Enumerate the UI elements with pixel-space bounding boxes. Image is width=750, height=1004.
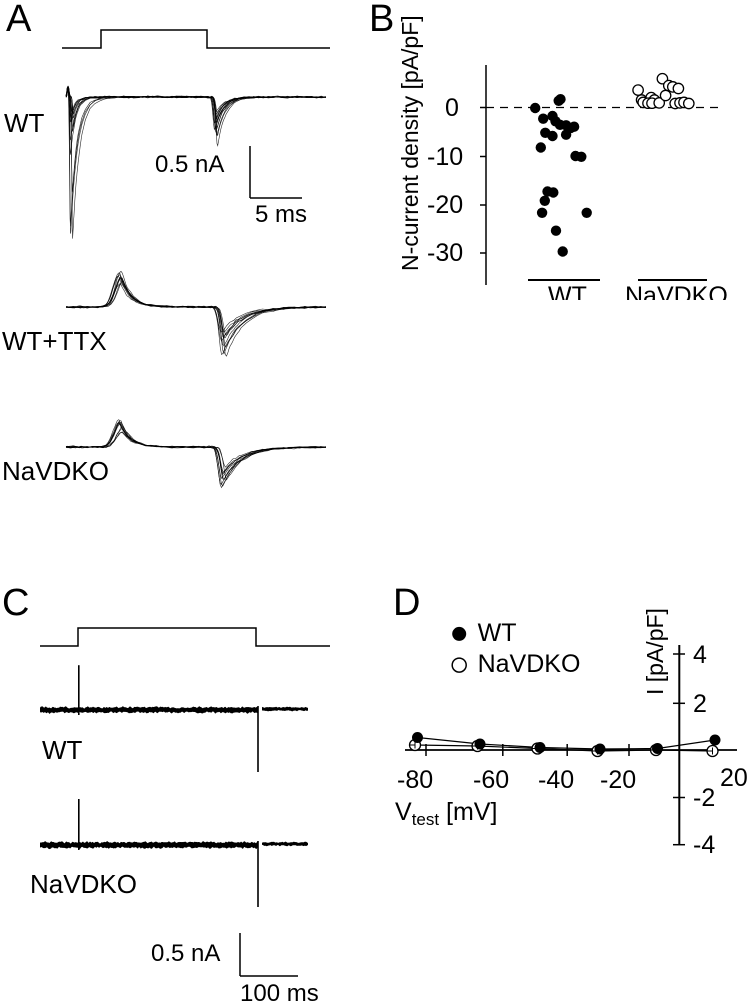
svg-text:5 ms: 5 ms [255, 201, 307, 228]
svg-text:I [pA/pF]: I [pA/pF] [642, 608, 668, 695]
svg-text:WT: WT [548, 282, 587, 300]
svg-text:0.5 nA: 0.5 nA [151, 940, 220, 967]
svg-text:0: 0 [445, 94, 459, 122]
svg-text:-20: -20 [600, 766, 636, 794]
svg-text:NaVDKO: NaVDKO [478, 650, 581, 678]
svg-text:NaVDKO: NaVDKO [30, 869, 137, 899]
svg-text:-30: -30 [427, 239, 463, 267]
svg-text:-40: -40 [538, 766, 574, 794]
svg-text:N-current density [pA/pF]: N-current density [pA/pF] [397, 15, 423, 271]
svg-text:WT: WT [4, 108, 45, 138]
svg-text:WT+TTX: WT+TTX [2, 326, 107, 356]
svg-text:WT: WT [478, 619, 517, 647]
svg-text:-10: -10 [427, 143, 463, 171]
svg-text:100 ms: 100 ms [240, 980, 319, 1004]
svg-text:Vtest [mV]: Vtest [mV] [395, 798, 497, 829]
svg-text:NaVDKO: NaVDKO [625, 282, 728, 300]
svg-text:20: 20 [720, 764, 748, 792]
svg-text:-2: -2 [693, 784, 715, 812]
svg-text:-60: -60 [473, 766, 509, 794]
svg-text:0.5 nA: 0.5 nA [155, 151, 224, 178]
svg-text:WT: WT [42, 735, 83, 765]
svg-text:-20: -20 [427, 191, 463, 219]
svg-text:4: 4 [693, 641, 707, 669]
svg-text:NaVDKO: NaVDKO [2, 456, 109, 486]
svg-text:-4: -4 [693, 831, 715, 859]
svg-text:2: 2 [693, 690, 707, 718]
svg-text:-80: -80 [397, 766, 433, 794]
